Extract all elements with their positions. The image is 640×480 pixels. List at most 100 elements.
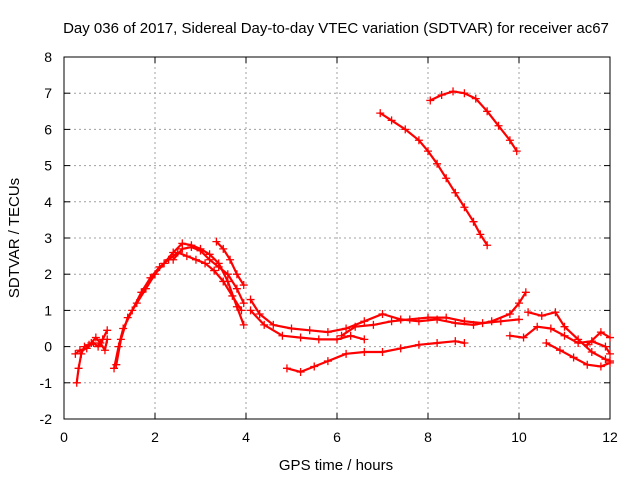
data-point: [451, 188, 460, 197]
data-point: [606, 333, 614, 342]
x-tick-label: 2: [151, 429, 159, 445]
data-point: [442, 174, 451, 183]
data-point: [496, 317, 505, 326]
data-point: [524, 308, 533, 317]
data-point: [378, 310, 387, 319]
data-point: [601, 342, 610, 351]
data-point: [396, 344, 405, 353]
data-point: [246, 295, 255, 304]
grid: [64, 57, 610, 419]
series-track-4: [110, 248, 246, 373]
data-point: [323, 357, 332, 366]
series-line: [379, 111, 489, 247]
y-axis-label: SDTVAR / TECUs: [6, 178, 23, 298]
data-point: [424, 313, 432, 322]
data-point: [342, 324, 351, 333]
data-point: [449, 87, 458, 96]
data-point: [232, 284, 241, 293]
data-point: [196, 246, 205, 255]
data-point: [146, 273, 155, 282]
data-point: [212, 237, 221, 246]
data-point: [433, 338, 442, 347]
data-point: [182, 252, 191, 261]
series-track-12: [426, 87, 521, 156]
data-point: [401, 125, 410, 134]
series-track-5: [169, 243, 248, 308]
data-point: [305, 326, 314, 335]
data-point: [376, 109, 385, 118]
data-point: [606, 358, 614, 367]
data-point: [114, 342, 123, 351]
data-point: [460, 89, 469, 98]
data-point: [360, 335, 369, 344]
x-tick-label: 4: [242, 429, 250, 445]
series-track-9: [337, 313, 523, 340]
data-point: [342, 349, 351, 358]
data-point: [583, 340, 592, 349]
data-point: [451, 337, 460, 346]
x-tick-label: 8: [424, 429, 432, 445]
series-line: [526, 311, 612, 363]
data-point: [169, 255, 178, 264]
data-point: [405, 315, 414, 324]
data-point: [75, 346, 84, 355]
data-point: [551, 308, 560, 317]
data-point: [494, 121, 503, 130]
series-track-3: [112, 239, 248, 369]
data-point: [232, 270, 241, 279]
data-point: [533, 322, 542, 331]
x-tick-label: 12: [602, 429, 618, 445]
data-point: [296, 333, 305, 342]
data-point: [426, 96, 435, 105]
series-layer: [71, 87, 614, 387]
data-point: [414, 340, 423, 349]
data-point: [469, 217, 478, 226]
data-point: [560, 331, 569, 340]
data-point: [414, 136, 423, 145]
data-point: [433, 159, 442, 168]
data-point: [282, 364, 291, 373]
data-point: [515, 299, 523, 308]
data-point: [239, 281, 248, 290]
data-point: [228, 291, 237, 300]
data-point: [387, 116, 396, 125]
y-tick-label: -2: [40, 411, 53, 427]
y-tick-label: 2: [44, 266, 52, 282]
y-tick-label: 0: [44, 339, 52, 355]
data-point: [314, 335, 323, 344]
data-point: [378, 348, 387, 357]
x-tick-label: 6: [333, 429, 341, 445]
data-point: [478, 319, 487, 328]
data-point: [287, 324, 296, 333]
data-point: [246, 306, 255, 315]
data-point: [574, 335, 583, 344]
data-point: [346, 331, 355, 340]
data-point: [226, 255, 235, 264]
data-point: [424, 147, 432, 156]
data-point: [542, 338, 551, 347]
data-point: [483, 107, 492, 116]
data-point: [560, 322, 569, 331]
data-point: [191, 255, 200, 264]
data-point: [103, 326, 112, 335]
data-point: [471, 94, 480, 103]
data-point: [155, 262, 164, 271]
data-point: [100, 346, 109, 355]
series-track-1: [72, 326, 112, 387]
y-tick-label: 8: [44, 49, 52, 65]
data-point: [351, 322, 360, 331]
data-point: [596, 362, 605, 371]
data-point: [369, 320, 378, 329]
series-line: [429, 90, 518, 153]
data-point: [601, 355, 610, 364]
data-point: [260, 320, 269, 329]
data-point: [82, 344, 91, 353]
series-track-15: [542, 338, 614, 371]
data-point: [119, 324, 128, 333]
data-point: [187, 243, 196, 252]
data-point: [296, 367, 305, 376]
data-point: [237, 306, 246, 315]
y-tick-label: 6: [44, 121, 52, 137]
data-point: [310, 362, 319, 371]
